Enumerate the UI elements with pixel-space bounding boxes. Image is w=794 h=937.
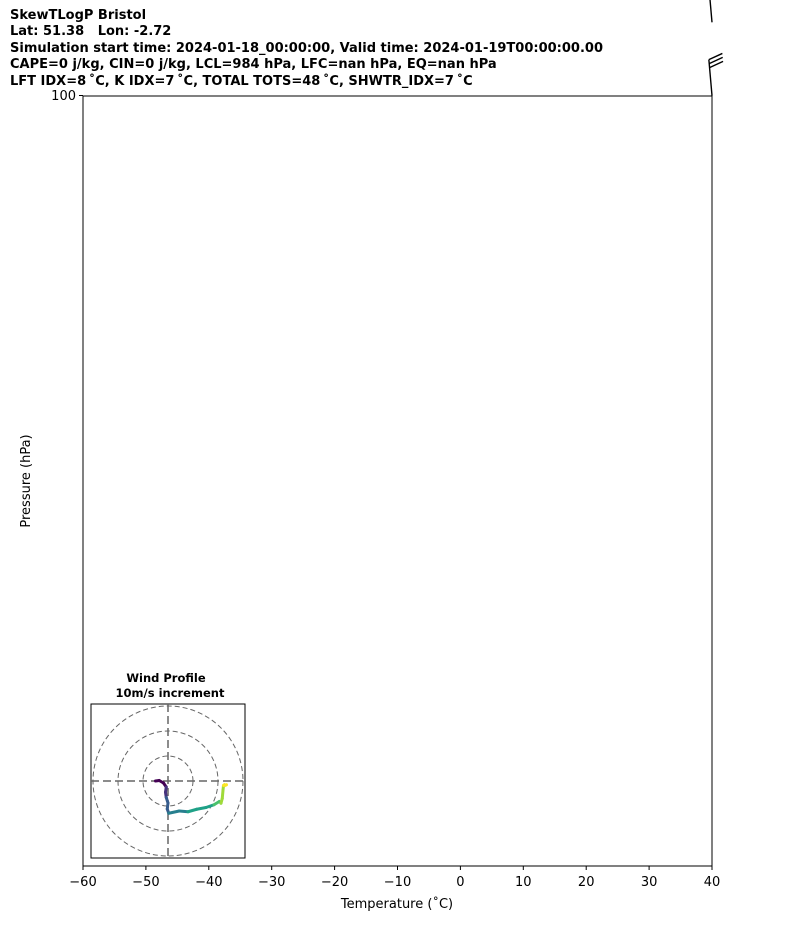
moist-adiabat-line [0, 0, 354, 96]
moist-adiabat-line [0, 0, 597, 96]
hodograph-title: Wind Profile [126, 671, 206, 685]
moist-adiabat-line [0, 0, 689, 96]
dry-adiabat-line [0, 0, 357, 96]
dry-adiabat-line [0, 0, 740, 96]
dry-adiabat-line [0, 0, 794, 96]
moist-adiabat-line [0, 0, 537, 96]
dry-adiabat-line [0, 0, 794, 96]
moist-adiabat-line [0, 0, 506, 96]
isotherm-line [0, 0, 209, 96]
x-axis-label: Temperature (˚C) [340, 896, 453, 912]
x-tick-label: 0 [456, 875, 464, 890]
hodograph-inset: Wind Profile 10m/s increment [90, 671, 246, 859]
wind-barb-full-feather [708, 56, 724, 65]
wind-barb-full-feather [708, 52, 723, 61]
time-line: Simulation start time: 2024-01-18_00:00:… [10, 40, 603, 56]
isotherm-line [14, 0, 649, 96]
dry-adiabat-line [0, 0, 794, 96]
hodograph-subtitle: 10m/s increment [116, 686, 225, 700]
moist-adiabat-line [0, 0, 628, 96]
hodograph-trace-segment [195, 806, 208, 811]
chart-title: SkewTLogP Bristol [10, 8, 147, 23]
x-tick-label: −50 [132, 875, 159, 890]
dry-adiabat-line [0, 0, 794, 96]
dry-adiabat-line [0, 0, 676, 96]
dry-adiabat-line [0, 0, 794, 96]
convective-params-line: CAPE=0 j/kg, CIN=0 j/kg, LCL=984 hPa, LF… [10, 57, 497, 73]
x-tick-label: −10 [384, 875, 411, 890]
x-tick-label: −20 [321, 875, 348, 890]
dewpoint-line [0, 0, 447, 96]
x-tick-label: 10 [515, 875, 532, 890]
x-tick-label: 30 [641, 875, 658, 890]
moist-adiabat-line [0, 0, 659, 96]
dry-adiabat-line [0, 0, 485, 96]
moist-adiabat-line [0, 0, 720, 96]
isotherm-line [0, 0, 83, 96]
isotherm-line [77, 0, 712, 96]
temperature-line [0, 0, 461, 96]
x-tick-label: −60 [69, 875, 96, 890]
hodograph-trace-segment [224, 783, 228, 787]
moist-adiabat-line [0, 0, 385, 96]
isotherm-line [0, 0, 146, 96]
y-tick-label: 100 [51, 89, 76, 104]
dry-adiabat-line [0, 0, 421, 96]
moist-adiabat-line [0, 0, 476, 96]
wind-barb-staff [709, 0, 713, 23]
moist-adiabat-line [0, 0, 446, 96]
dry-adiabat-line [0, 0, 293, 96]
isotherm-line [0, 0, 20, 96]
stability-indices-line: LFT IDX=8 ˚C, K IDX=7 ˚C, TOTAL TOTS=48 … [10, 73, 473, 89]
dry-adiabat-line [0, 0, 794, 96]
isotherm-line [0, 0, 272, 96]
x-tick-label: 20 [578, 875, 595, 890]
x-tick-label: −30 [258, 875, 285, 890]
dry-adiabat-line [0, 0, 794, 96]
y-axis-label: Pressure (hPa) [19, 434, 34, 527]
dry-adiabat-line [0, 0, 548, 96]
dry-adiabat-line [0, 0, 794, 96]
isotherm-line [140, 0, 775, 96]
moist-adiabat-line [0, 0, 567, 96]
wind-barb [708, 52, 724, 96]
x-tick-label: −40 [195, 875, 222, 890]
chart-header: SkewTLogP Bristol Lat: 51.38 Lon: -2.72 Si… [10, 8, 603, 90]
wind-barb-staff [708, 59, 713, 96]
isotherm-line [0, 0, 523, 96]
isotherm-line [0, 0, 335, 96]
dry-adiabat-line [0, 0, 612, 96]
parcel-profile-line [0, 0, 455, 96]
cape-cin-shading [0, 0, 461, 96]
moist-adiabat-line [0, 0, 416, 96]
location-line: Lat: 51.38 Lon: -2.72 [10, 24, 172, 40]
isotherm-line [0, 0, 586, 96]
isotherm-line [0, 0, 460, 96]
hodograph-trace-segment [167, 809, 181, 815]
isotherm-line [0, 0, 397, 96]
hodograph-trace-segment [186, 807, 199, 814]
wind-barb-full-feather [709, 60, 724, 69]
x-tick-label: 40 [704, 875, 721, 890]
wind-barb [709, 0, 713, 23]
